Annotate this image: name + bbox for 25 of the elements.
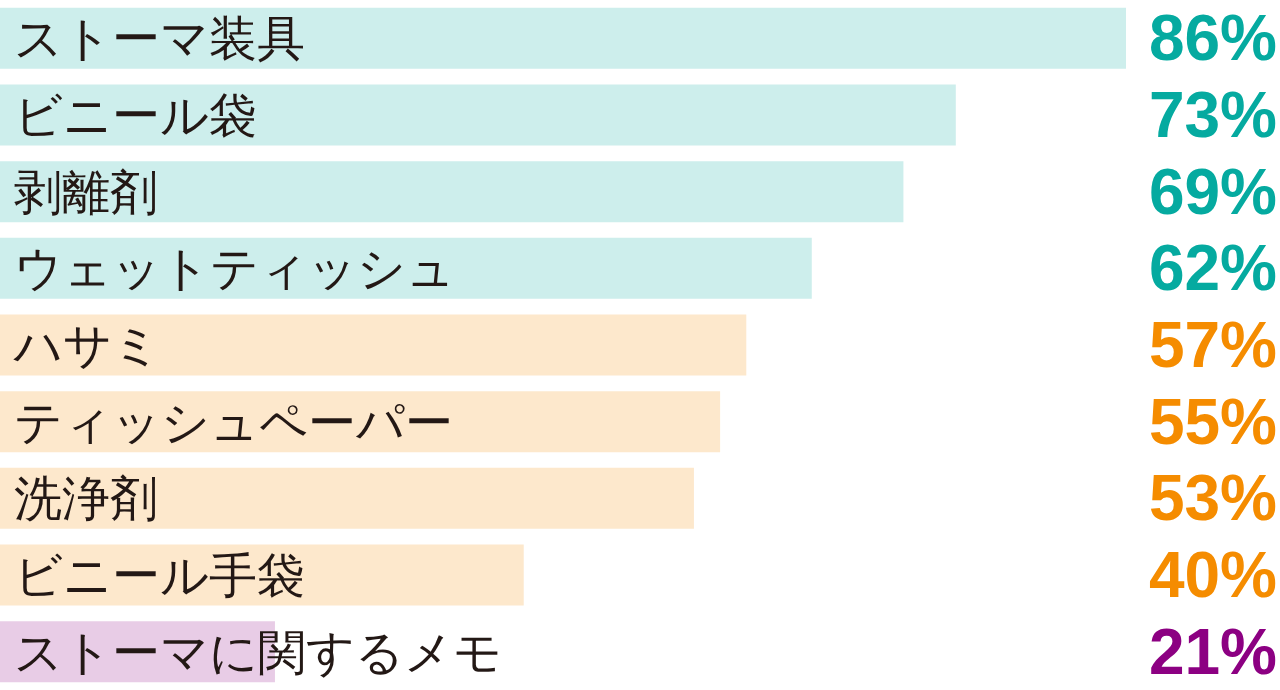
y-tick-label: ティッシュペーパー — [14, 393, 453, 450]
bar — [0, 161, 904, 223]
data-label: 73% — [1148, 79, 1277, 151]
y-tick-label: ビニール袋 — [14, 87, 257, 143]
data-label: 53% — [1148, 462, 1277, 535]
data-label: 62% — [1148, 232, 1277, 305]
bar — [0, 7, 1126, 69]
data-label: 55% — [1148, 385, 1277, 458]
bar — [0, 314, 747, 376]
bar — [0, 84, 956, 146]
data-label: 86% — [1148, 2, 1277, 75]
y-tick-label: ウェットティッシュ — [14, 240, 455, 297]
y-tick-label: ビニール手袋 — [14, 547, 305, 603]
y-tick-label: ハサミ — [13, 317, 161, 373]
y-tick-label: ストーマに関するメモ — [14, 623, 502, 680]
y-tick-label: 洗浄剤 — [14, 470, 158, 527]
bar — [0, 237, 812, 299]
data-label: 40% — [1148, 539, 1277, 611]
data-label: 57% — [1148, 309, 1277, 381]
data-label: 21% — [1148, 615, 1277, 688]
bar — [0, 467, 694, 529]
data-label: 69% — [1148, 155, 1277, 228]
y-tick-label: ストーマ装具 — [14, 10, 305, 67]
y-tick-label: 剥離剤 — [14, 163, 158, 220]
bar — [0, 391, 721, 453]
